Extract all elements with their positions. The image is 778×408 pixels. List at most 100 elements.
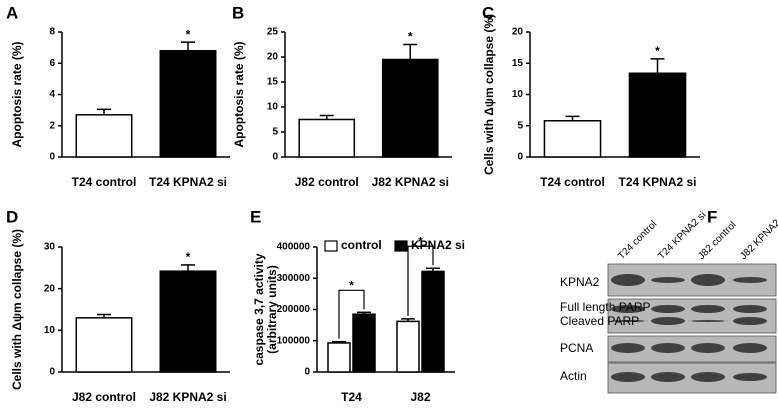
blot-band	[651, 317, 685, 325]
bar	[352, 313, 376, 373]
error-bar	[565, 115, 580, 121]
error-bar	[319, 114, 334, 120]
blot-strip	[607, 298, 777, 334]
blot-band	[611, 372, 645, 382]
blot-band	[651, 343, 685, 353]
legend-label: control	[341, 238, 382, 252]
y-tick-label: 5	[272, 127, 278, 138]
significance: *	[349, 278, 354, 292]
bar	[628, 72, 687, 158]
y-tick-label: 5	[517, 120, 523, 131]
blot-band	[691, 274, 725, 286]
y-tick-label: 200000	[277, 304, 311, 315]
blot-band	[651, 305, 685, 313]
y-tick-label: 25	[267, 27, 279, 38]
significance-bracket	[407, 245, 434, 316]
error-bar	[401, 318, 415, 322]
blot-band	[611, 305, 645, 313]
blot-band	[691, 372, 725, 382]
y-tick-label: 15	[512, 58, 524, 69]
error-bar	[181, 41, 195, 51]
column-label: J82 KPNA2 si	[738, 211, 778, 262]
blot-band	[611, 343, 645, 353]
panel-label: E	[250, 207, 261, 226]
bar	[75, 114, 133, 158]
bar	[396, 320, 420, 373]
y-tick-label: 20	[512, 27, 524, 38]
y-tick-label: 6	[49, 58, 55, 69]
error-bar	[403, 43, 418, 60]
error-bar	[332, 340, 346, 343]
bar	[327, 342, 351, 373]
error-bar	[97, 108, 111, 115]
blot-band	[733, 373, 767, 381]
y-tick-label: 0	[49, 152, 55, 163]
error-bar	[97, 313, 111, 318]
y-tick-label: 20	[44, 283, 56, 294]
y-axis-title: Cells with Δψm collapse (%)	[482, 14, 496, 175]
row-label: Actin	[560, 369, 587, 383]
y-tick-label: 10	[44, 325, 56, 336]
y-tick-label: 4	[49, 89, 55, 100]
blot-band	[691, 305, 725, 313]
x-tick-label: T24 KPNA2 si	[618, 175, 696, 189]
x-tick-label: T24 control	[540, 175, 605, 189]
bar	[421, 270, 445, 373]
x-tick-label: T24 KPNA2 si	[149, 175, 227, 189]
y-tick-label: 0	[272, 152, 278, 163]
x-tick-label: J82	[410, 390, 430, 404]
blot-band	[733, 305, 767, 313]
blot-band	[651, 372, 685, 382]
y-tick-label: 400000	[277, 242, 311, 253]
y-tick-label: 10	[267, 102, 279, 113]
significance: *	[408, 30, 413, 44]
y-tick-label: 15	[267, 77, 279, 88]
legend-label: KPNA2 si	[411, 238, 465, 252]
panel-label: A	[6, 3, 18, 22]
bar	[75, 317, 133, 373]
y-axis-title: Apoptosis rate (%)	[232, 41, 246, 147]
y-axis-title: caspase 3,7 activity	[252, 253, 266, 365]
panel-label: C	[482, 3, 494, 22]
blot-band	[691, 320, 725, 322]
bar	[159, 270, 217, 373]
blot-band	[733, 277, 767, 283]
x-tick-label: J82 control	[72, 390, 136, 404]
panel-label: F	[707, 207, 717, 226]
row-label: Cleaved PARP	[560, 314, 639, 328]
y-tick-label: 10	[512, 89, 524, 100]
y-tick-label: 30	[44, 242, 56, 253]
y-axis-title: (arbitrary units)	[265, 265, 279, 354]
row-label: KPNA2	[560, 275, 600, 289]
y-axis-title: Apoptosis rate (%)	[10, 41, 24, 147]
blot-band	[611, 320, 645, 322]
significance: *	[418, 234, 423, 248]
y-tick-label: 8	[49, 27, 55, 38]
significance: *	[186, 250, 191, 264]
x-tick-label: T24	[341, 390, 362, 404]
x-tick-label: J82 KPNA2 si	[149, 390, 226, 404]
significance: *	[186, 27, 191, 41]
error-bar	[650, 58, 665, 74]
row-label: PCNA	[560, 341, 593, 355]
error-bar	[357, 311, 371, 315]
panel-label: B	[232, 3, 244, 22]
bar	[543, 120, 602, 158]
y-tick-label: 20	[267, 52, 279, 63]
y-tick-label: 0	[49, 367, 55, 378]
error-bar	[426, 267, 440, 272]
panel-label: D	[6, 207, 18, 226]
column-label: J82 control	[696, 220, 738, 262]
bar	[381, 58, 439, 158]
x-tick-label: T24 control	[72, 175, 137, 189]
legend-swatch	[394, 240, 408, 252]
error-bar	[181, 264, 195, 272]
column-label: T24 control	[616, 219, 659, 262]
significance: *	[655, 44, 660, 58]
blot-band	[733, 343, 767, 353]
x-tick-label: J82 KPNA2 si	[372, 175, 449, 189]
blot-band	[691, 343, 725, 353]
significance-bracket	[338, 289, 365, 339]
blot-band	[733, 317, 767, 325]
